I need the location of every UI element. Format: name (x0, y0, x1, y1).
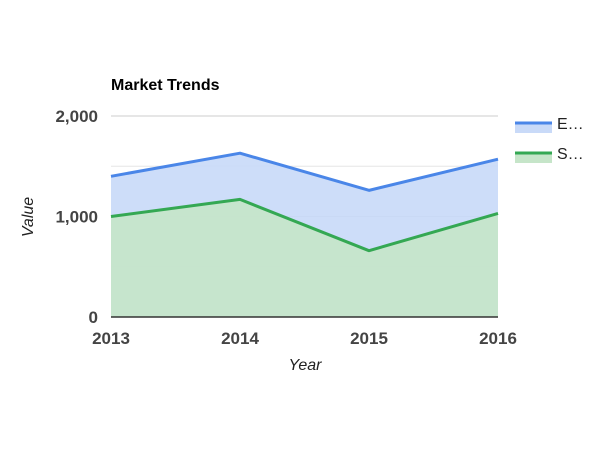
series-line-0 (110, 151, 499, 192)
x-tick-label: 2015 (350, 329, 388, 348)
y-tick-label: 0 (89, 308, 98, 327)
legend-label: E… (557, 116, 584, 133)
legend-label: S… (557, 146, 584, 163)
legend-swatch-fill (515, 123, 552, 133)
legend-item-1: S… (515, 146, 584, 163)
legend-item-0: E… (515, 116, 584, 133)
series-line-1 (110, 197, 499, 253)
y-axis-title: Value (20, 197, 37, 237)
series-area-1 (111, 199, 498, 317)
legend: E… S… (515, 116, 584, 163)
series-lines (110, 151, 499, 253)
series-areas (111, 153, 498, 317)
y-tick-label: 1,000 (55, 208, 98, 227)
x-axis-ticks: 2013 2014 2015 2016 (92, 329, 517, 348)
y-axis-ticks: 0 1,000 2,000 (55, 107, 98, 327)
x-tick-label: 2014 (221, 329, 259, 348)
x-tick-label: 2013 (92, 329, 130, 348)
x-tick-label: 2016 (479, 329, 517, 348)
legend-swatch-fill (515, 153, 552, 163)
y-tick-label: 2,000 (55, 107, 98, 126)
x-axis-title: Year (289, 357, 323, 374)
chart-title: Market Trends (111, 77, 220, 94)
